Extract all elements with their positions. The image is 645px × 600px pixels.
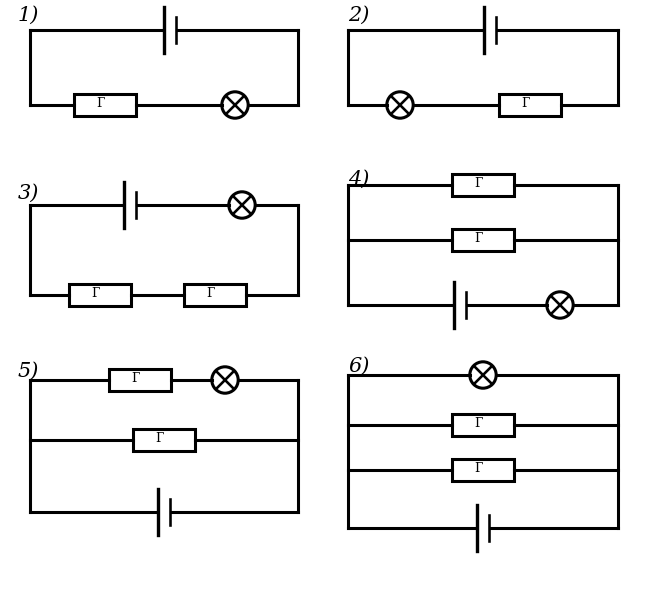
Bar: [110, 368, 171, 391]
Text: 5): 5): [18, 362, 39, 381]
Bar: [134, 428, 195, 451]
Text: 3): 3): [18, 184, 39, 203]
Bar: [184, 284, 246, 307]
Bar: [452, 458, 513, 481]
Circle shape: [212, 367, 238, 393]
Text: Г: Г: [521, 97, 530, 110]
Circle shape: [229, 192, 255, 218]
Text: Г: Г: [155, 433, 163, 445]
Bar: [452, 229, 513, 251]
Text: Г: Г: [131, 373, 139, 385]
Text: Г: Г: [474, 232, 482, 245]
Circle shape: [470, 362, 496, 388]
Text: 4): 4): [348, 170, 370, 189]
Text: 1): 1): [18, 6, 39, 25]
Text: Г: Г: [206, 287, 214, 301]
Bar: [452, 413, 513, 436]
Text: Г: Г: [474, 463, 482, 475]
Circle shape: [222, 92, 248, 118]
Bar: [452, 173, 513, 196]
Circle shape: [547, 292, 573, 318]
Text: Г: Г: [91, 287, 99, 301]
Text: Г: Г: [474, 178, 482, 190]
Text: Г: Г: [474, 418, 482, 430]
Bar: [74, 94, 135, 116]
Circle shape: [387, 92, 413, 118]
Text: 6): 6): [348, 357, 370, 376]
Bar: [70, 284, 131, 307]
Text: Г: Г: [96, 97, 104, 110]
Text: 2): 2): [348, 6, 370, 25]
Bar: [499, 94, 561, 116]
